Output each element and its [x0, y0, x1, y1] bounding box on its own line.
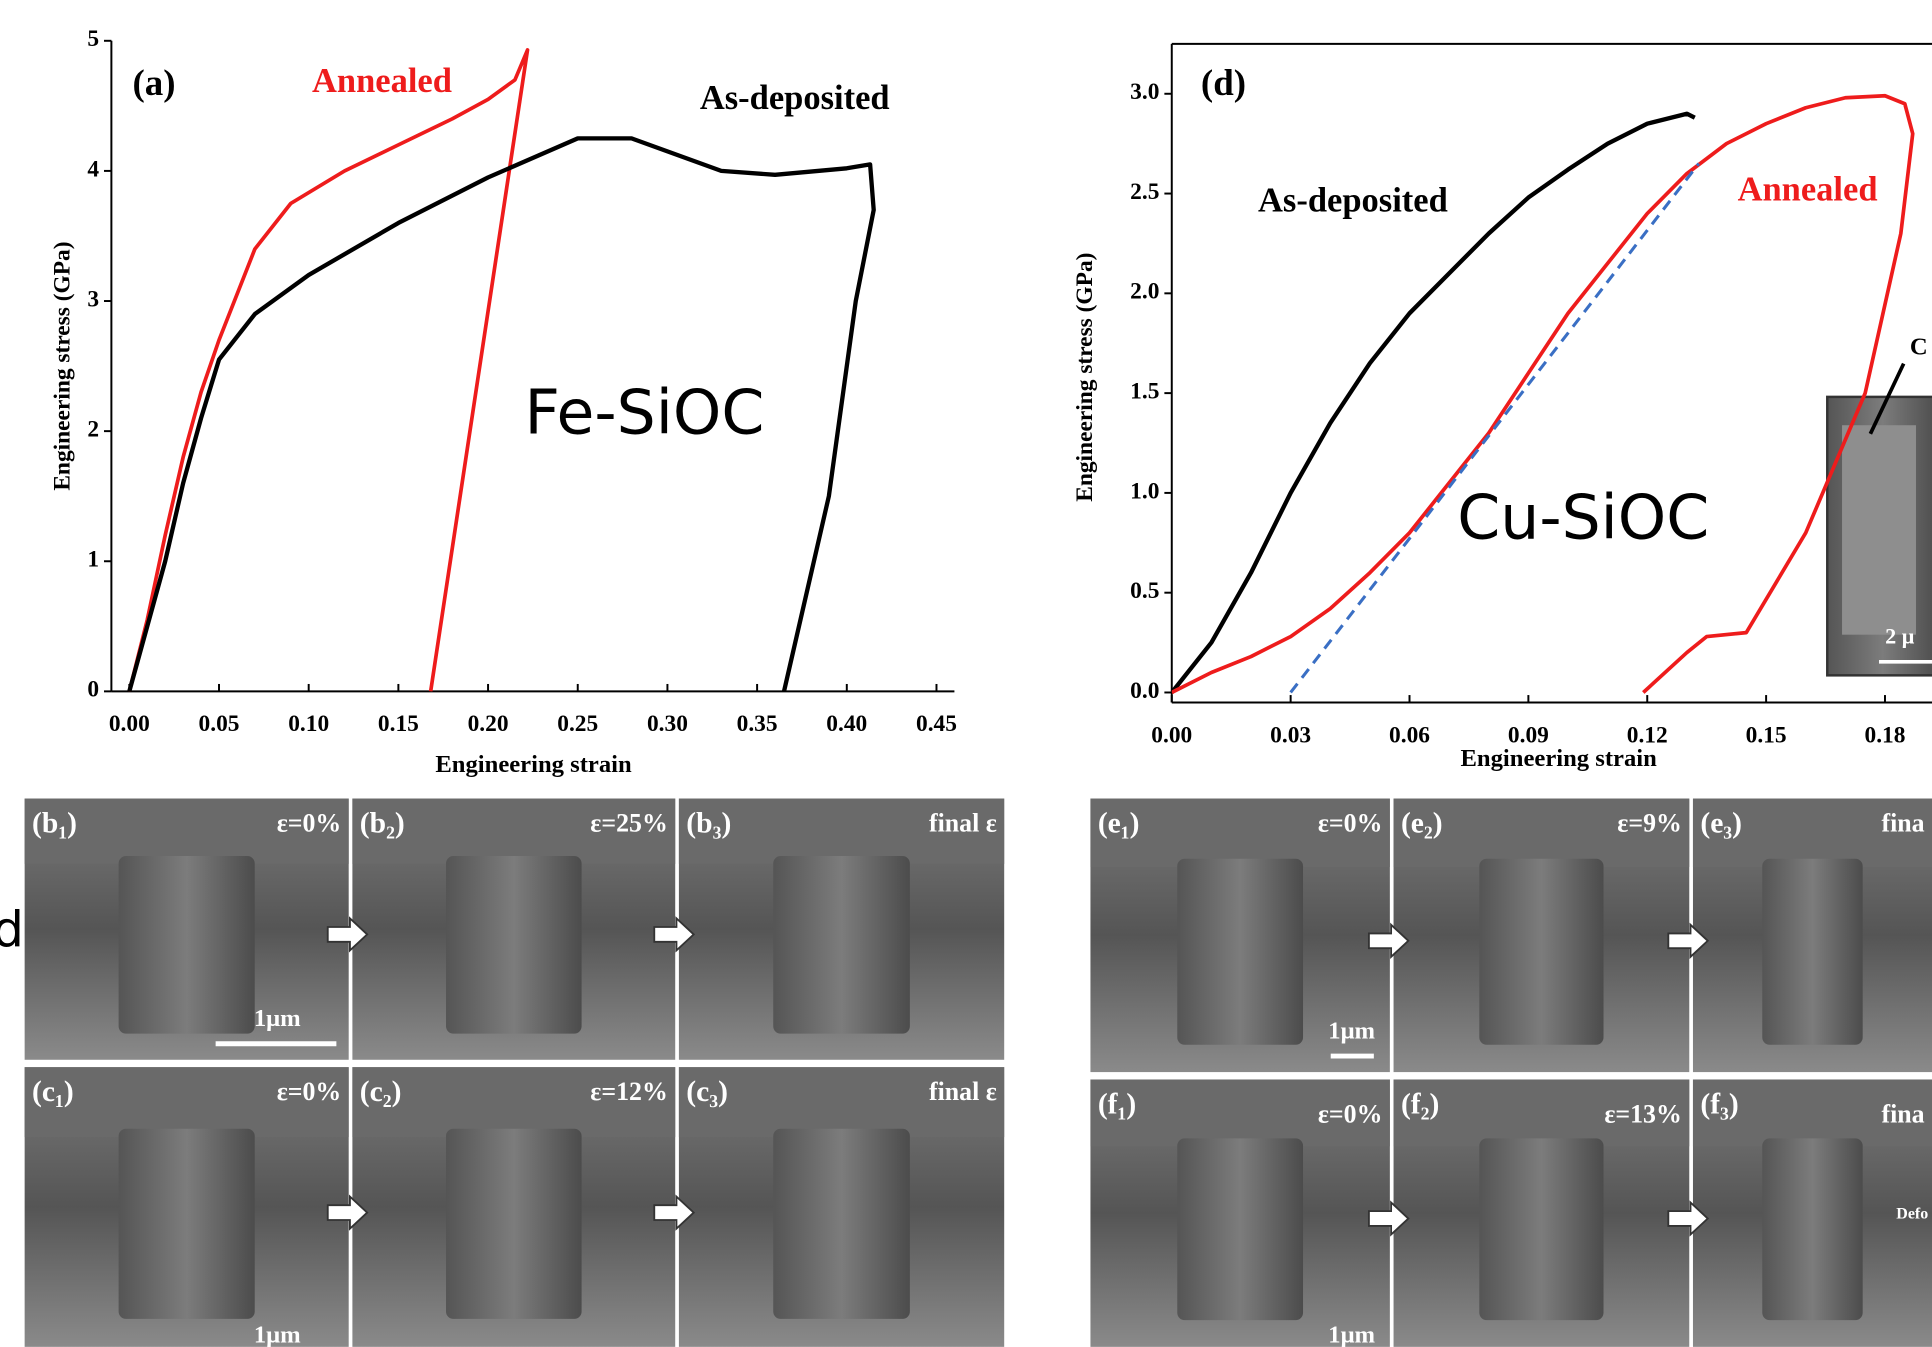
sem-label: (c₂)	[360, 1076, 402, 1108]
sem-strain: final ε	[929, 1077, 997, 1106]
sem-label: (e₁)	[1098, 807, 1140, 839]
sem-strain: ε=0%	[277, 809, 342, 838]
sem-strain: fina	[1881, 809, 1924, 838]
y-tick-label: 0.0	[1130, 678, 1159, 704]
sem-pillar	[1762, 859, 1862, 1045]
sem-label: (c₃)	[686, 1076, 728, 1108]
series-label: Annealed	[1738, 170, 1878, 208]
y-tick-label: 0.5	[1130, 578, 1159, 604]
y-tick-label: 2.5	[1130, 179, 1159, 205]
x-tick-label: 0.03	[1270, 722, 1311, 748]
sem-label: (f₃)	[1700, 1088, 1738, 1120]
sem-strain: ε=25%	[590, 809, 668, 838]
sem-pillar	[446, 1129, 582, 1319]
sem-scale: 1μm	[254, 1005, 301, 1032]
sem-note: Defo	[1896, 1206, 1928, 1223]
y-tick-label: 3.0	[1130, 79, 1159, 105]
sem-pillar	[1479, 1138, 1603, 1320]
material-label: Fe-SiOC	[524, 377, 764, 449]
panel-label: (d)	[1201, 62, 1246, 104]
sem-strain: ε=12%	[590, 1077, 668, 1106]
material-label: Cu-SiOC	[1457, 481, 1709, 553]
x-tick-label: 0.18	[1864, 722, 1905, 748]
series-label: As-deposited	[700, 79, 890, 117]
sem-strain: ε=9%	[1617, 809, 1682, 838]
y-tick-label: 3	[87, 286, 99, 312]
x-tick-label: 0.00	[1151, 722, 1192, 748]
x-tick-label: 0.30	[647, 711, 688, 737]
series-line	[129, 50, 527, 691]
sem-pillar	[119, 856, 255, 1034]
x-tick-label: 0.05	[199, 711, 240, 737]
y-tick-label: 1.5	[1130, 378, 1159, 404]
y-tick-label: 2	[87, 417, 99, 443]
sem-pillar	[1177, 859, 1303, 1045]
sem-pillar	[773, 1129, 910, 1319]
x-axis-label: Engineering strain	[435, 751, 632, 778]
x-tick-label: 0.20	[468, 711, 509, 737]
sem-scale: 1μm	[254, 1322, 301, 1347]
sem-strain: ε=0%	[277, 1077, 342, 1106]
y-tick-label: 2.0	[1130, 279, 1159, 305]
sem-label: (b₃)	[686, 807, 731, 839]
panel-label: (a)	[132, 62, 175, 104]
x-tick-label: 0.45	[916, 711, 957, 737]
sem-scale: 1μm	[1328, 1322, 1375, 1347]
x-tick-label: 0.15	[1746, 722, 1787, 748]
x-tick-label: 0.25	[557, 711, 598, 737]
sem-pillar	[119, 1129, 255, 1319]
sem-strain: ε=0%	[1318, 809, 1383, 838]
sem-label: (e₂)	[1401, 807, 1443, 839]
series-label: As-deposited	[1258, 181, 1448, 219]
sem-strain: final ε	[929, 809, 997, 838]
sem-pillar	[1177, 1138, 1303, 1320]
sem-scale: 1μm	[1328, 1017, 1375, 1044]
sem-strain: ε=13%	[1604, 1099, 1682, 1128]
sem-label: (b₂)	[360, 807, 405, 839]
sem-label: (f₁)	[1098, 1088, 1136, 1120]
inset-label: C	[1910, 333, 1928, 360]
series-line	[1291, 164, 1699, 693]
x-tick-label: 0.15	[378, 711, 419, 737]
sem-pillar	[1762, 1138, 1862, 1320]
sem-strain: ε=0%	[1318, 1099, 1383, 1128]
y-tick-label: 4	[87, 156, 99, 182]
x-tick-label: 0.06	[1389, 722, 1430, 748]
y-axis-label: Engineering stress (GPa)	[1072, 253, 1098, 502]
sem-label: (b₁)	[32, 807, 77, 839]
y-tick-label: 1.0	[1130, 478, 1159, 504]
sem-pillar	[773, 856, 910, 1034]
inset-pillar	[1842, 425, 1916, 634]
x-tick-label: 0.10	[288, 711, 329, 737]
sem-strain: fina	[1881, 1099, 1924, 1128]
x-tick-label: 0.00	[109, 711, 150, 737]
series-label: Annealed	[312, 62, 452, 100]
x-tick-label: 0.35	[737, 711, 778, 737]
sem-label: (e₃)	[1700, 807, 1742, 839]
sem-label: (f₂)	[1401, 1088, 1439, 1120]
x-axis-label: Engineering strain	[1460, 745, 1657, 772]
edge-text: d	[0, 900, 24, 958]
y-tick-label: 0	[87, 677, 99, 703]
figure: d 0.000.050.100.150.200.250.300.350.400.…	[0, 0, 1932, 1347]
sem-label: (c₁)	[32, 1076, 74, 1108]
y-tick-label: 1	[87, 547, 99, 573]
x-tick-label: 0.40	[826, 711, 867, 737]
inset-scale: 2 μ	[1885, 623, 1915, 648]
sem-pillar	[446, 856, 582, 1034]
page: {"chart_data":[ {"type":"line","panel":"…	[0, 0, 1932, 1347]
sem-pillar	[1479, 859, 1603, 1045]
y-tick-label: 5	[87, 26, 99, 52]
y-axis-label: Engineering stress (GPa)	[49, 241, 75, 490]
